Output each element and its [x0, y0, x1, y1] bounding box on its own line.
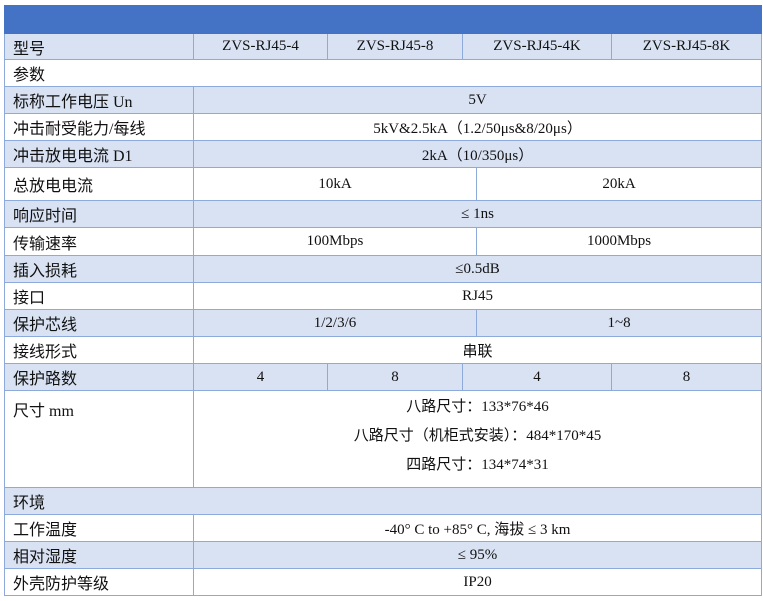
- size-line-3: 四路尺寸：134*74*31: [406, 457, 549, 473]
- voltage-row: 标称工作电压 Un 5V: [4, 86, 763, 114]
- response-value: ≤ 1ns: [192, 200, 763, 228]
- loss-row: 插入损耗 ≤0.5dB: [4, 255, 763, 283]
- temp-row: 工作温度 -40° C to +85° C, 海拔 ≤ 3 km: [4, 514, 763, 542]
- temp-value: -40° C to +85° C, 海拔 ≤ 3 km: [192, 514, 763, 542]
- port-label: 接口: [4, 282, 194, 310]
- total-value-a: 10kA: [193, 167, 477, 201]
- model-row: 型号 ZVS-RJ45-4 ZVS-RJ45-8 ZVS-RJ45-4K ZVS…: [4, 33, 763, 60]
- model-label: 型号: [4, 33, 194, 60]
- ip-row: 外壳防护等级 IP20: [4, 568, 763, 596]
- cores-row: 保护芯线 1/2/3/6 1~8: [4, 309, 763, 337]
- loss-label: 插入损耗: [4, 255, 194, 283]
- discharge-value: 2kA（10/350μs）: [192, 140, 763, 168]
- port-value: RJ45: [192, 282, 763, 310]
- ip-label: 外壳防护等级: [4, 568, 194, 596]
- channels-2: 8: [327, 363, 463, 391]
- rate-row: 传输速率 100Mbps 1000Mbps: [4, 227, 763, 256]
- total-row: 总放电电流 10kA 20kA: [4, 167, 763, 201]
- spec-table: 型号 ZVS-RJ45-4 ZVS-RJ45-8 ZVS-RJ45-4K ZVS…: [3, 5, 763, 596]
- size-values: 八路尺寸：133*76*46 八路尺寸（机柜式安装）：484*170*45 四路…: [192, 390, 763, 488]
- port-row: 接口 RJ45: [4, 282, 763, 310]
- rate-value-a: 100Mbps: [193, 227, 477, 256]
- cores-value-a: 1/2/3/6: [193, 309, 477, 337]
- model-2: ZVS-RJ45-8: [327, 33, 463, 60]
- cores-label: 保护芯线: [4, 309, 194, 337]
- channels-1: 4: [193, 363, 328, 391]
- response-row: 响应时间 ≤ 1ns: [4, 200, 763, 228]
- loss-value: ≤0.5dB: [192, 255, 763, 283]
- ip-value: IP20: [192, 568, 763, 596]
- size-line-2: 八路尺寸（机柜式安装）：484*170*45: [353, 428, 602, 444]
- env-label: 环境: [3, 487, 763, 515]
- wiring-row: 接线形式 串联: [4, 336, 763, 364]
- size-label: 尺寸 mm: [4, 390, 194, 488]
- model-3: ZVS-RJ45-4K: [462, 33, 612, 60]
- size-row: 尺寸 mm 八路尺寸：133*76*46 八路尺寸（机柜式安装）：484*170…: [4, 390, 763, 488]
- impulse-label: 冲击耐受能力/每线: [4, 113, 194, 141]
- channels-4: 8: [610, 363, 763, 391]
- table-header-bar: [3, 5, 763, 34]
- discharge-label: 冲击放电电流 D1: [4, 140, 194, 168]
- impulse-row: 冲击耐受能力/每线 5kV&2.5kA（1.2/50μs&8/20μs）: [4, 113, 763, 141]
- channels-row: 保护路数 4 8 4 8: [4, 363, 763, 391]
- voltage-label: 标称工作电压 Un: [4, 86, 194, 114]
- model-1: ZVS-RJ45-4: [193, 33, 328, 60]
- wiring-value: 串联: [192, 336, 763, 364]
- humidity-row: 相对湿度 ≤ 95%: [4, 541, 763, 569]
- humidity-value: ≤ 95%: [192, 541, 763, 569]
- total-value-b: 20kA: [475, 167, 763, 201]
- channels-label: 保护路数: [4, 363, 194, 391]
- params-label: 参数: [3, 59, 763, 87]
- size-line-1: 八路尺寸：133*76*46: [406, 399, 549, 415]
- wiring-label: 接线形式: [4, 336, 194, 364]
- humidity-label: 相对湿度: [4, 541, 194, 569]
- rate-value-b: 1000Mbps: [475, 227, 763, 256]
- voltage-value: 5V: [192, 86, 763, 114]
- params-row: 参数: [3, 59, 763, 87]
- impulse-value: 5kV&2.5kA（1.2/50μs&8/20μs）: [192, 113, 763, 141]
- model-4: ZVS-RJ45-8K: [610, 33, 763, 60]
- response-label: 响应时间: [4, 200, 194, 228]
- rate-label: 传输速率: [4, 227, 194, 256]
- temp-label: 工作温度: [4, 514, 194, 542]
- discharge-row: 冲击放电电流 D1 2kA（10/350μs）: [4, 140, 763, 168]
- cores-value-b: 1~8: [475, 309, 763, 337]
- total-label: 总放电电流: [4, 167, 194, 201]
- channels-3: 4: [462, 363, 612, 391]
- env-row: 环境: [3, 487, 763, 515]
